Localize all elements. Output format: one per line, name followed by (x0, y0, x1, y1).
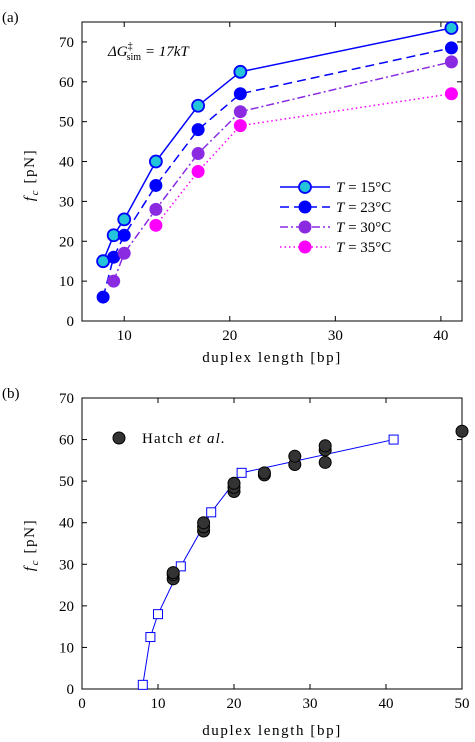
data-point (149, 202, 163, 216)
legend-marker (112, 431, 126, 445)
data-point (117, 212, 132, 227)
series-line-3 (112, 61, 452, 282)
experimental-point (227, 476, 241, 490)
x-tick-label: 30 (328, 328, 343, 344)
experimental-point (318, 439, 332, 453)
panel-a: (a) 10 20 30 40 0 10 20 30 40 50 60 70 ΔG‡ sim = 17k… (2, 10, 463, 366)
data-point (233, 87, 247, 101)
y-tick-label: 40 (59, 155, 74, 171)
data-point (444, 55, 458, 69)
panel-b-label: (b) (2, 386, 20, 402)
data-point (444, 21, 459, 35)
data-point (117, 246, 131, 260)
y-tick-label: 50 (59, 115, 74, 131)
panel-b-plot-frame (81, 397, 463, 690)
data-point (233, 119, 247, 133)
panel-b: (b) 0 10 20 30 40 50 0 10 20 30 40 50 60 70 fc [pN] d… (2, 386, 470, 739)
panel-a-ticks: 10 20 30 40 0 10 20 30 40 50 60 70 (59, 22, 462, 344)
legend-label: T = 15°C (336, 180, 391, 196)
data-point (191, 147, 205, 161)
data-point (149, 218, 163, 232)
y-tick-label: 10 (59, 640, 74, 656)
experimental-point (318, 455, 332, 469)
x-tick-label: 10 (117, 328, 132, 344)
data-point (191, 165, 205, 178)
panel-a-label: (a) (2, 10, 19, 26)
x-tick-label: 20 (227, 696, 242, 712)
data-point (96, 290, 110, 304)
y-tick-label: 40 (59, 516, 74, 532)
data-point (233, 105, 247, 119)
legend-label: T = 35°C (336, 240, 391, 256)
data-point (149, 178, 163, 192)
y-tick-label: 70 (59, 35, 74, 51)
experimental-point (455, 424, 469, 438)
y-tick-label: 60 (59, 433, 74, 449)
y-tick-label: 60 (59, 75, 74, 91)
data-point (444, 87, 458, 101)
legend-marker (298, 240, 312, 254)
y-tick-label: 70 (59, 391, 74, 407)
panel-b-legend: Hatch et al. (112, 431, 226, 447)
experimental-point (197, 516, 211, 530)
panel-a-legend: T = 15°C T = 23°C T = 30°C T = 35°C (280, 180, 391, 256)
legend-marker (298, 180, 312, 194)
y-tick-label: 0 (67, 314, 75, 330)
panel-a-y-axis-label: fc [pN] (22, 149, 41, 201)
model-square-marker (145, 632, 156, 643)
panel-a-annotation: ΔG‡ sim = 17kT (107, 41, 190, 63)
data-point (191, 123, 205, 137)
y-tick-label: 10 (59, 274, 74, 290)
model-square-marker (153, 609, 163, 620)
y-tick-label: 30 (59, 557, 74, 573)
model-square-marker (236, 467, 247, 478)
legend-label: T = 30°C (336, 220, 391, 236)
y-tick-label: 20 (59, 234, 74, 250)
y-tick-label: 30 (59, 194, 74, 210)
data-point (233, 64, 248, 79)
x-tick-label: 50 (455, 696, 470, 712)
experimental-point (288, 449, 302, 463)
data-point (444, 41, 458, 55)
y-tick-label: 0 (67, 682, 75, 698)
model-square-marker (175, 561, 186, 572)
x-tick-label: 0 (78, 696, 86, 712)
x-tick-label: 20 (222, 328, 237, 344)
panel-a-plot-frame (81, 21, 463, 322)
panel-b-ticks: 0 10 20 30 40 50 0 10 20 30 40 50 60 70 (59, 391, 470, 712)
panel-a-x-axis-label: duplex length [bp] (202, 350, 342, 366)
data-point (191, 98, 206, 113)
y-tick-label: 50 (59, 474, 74, 490)
experimental-point (257, 466, 271, 480)
x-tick-label: 30 (303, 696, 318, 712)
model-square-marker (388, 434, 399, 445)
data-point (107, 274, 121, 288)
panel-b-x-axis-label: duplex length [bp] (202, 723, 342, 739)
data-point (148, 154, 163, 169)
x-tick-label: 40 (433, 328, 448, 344)
legend-marker (298, 200, 312, 214)
panel-b-series (137, 424, 469, 690)
model-square-marker (137, 679, 148, 690)
panel-a-series (96, 21, 459, 304)
x-tick-label: 10 (151, 696, 166, 712)
series-line-2 (102, 47, 452, 298)
y-tick-label: 20 (59, 599, 74, 615)
data-point (117, 228, 131, 242)
legend-marker (298, 220, 312, 234)
panel-b-y-axis-label: fc [pN] (22, 519, 41, 571)
x-tick-label: 40 (379, 696, 394, 712)
experimental-point (166, 566, 180, 580)
model-square-marker (206, 507, 217, 518)
legend-label: Hatch et al. (142, 431, 226, 447)
legend-label: T = 23°C (336, 200, 391, 216)
series-line-4 (155, 93, 452, 226)
